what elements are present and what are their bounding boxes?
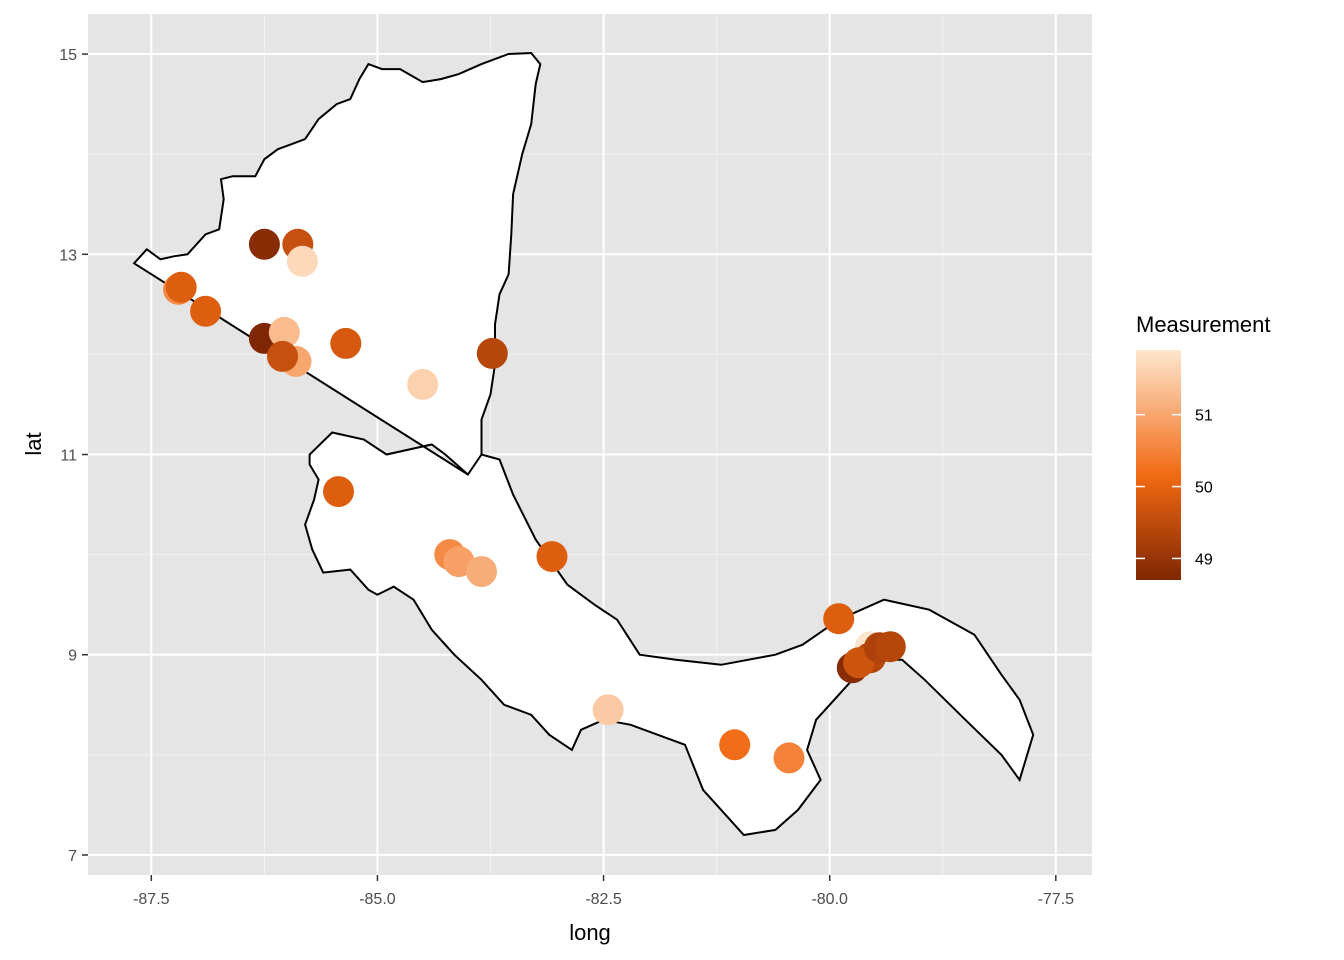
data-point [286,245,318,277]
legend-tick-label: 51 [1195,408,1213,425]
x-axis-title: long [569,920,611,945]
y-tick-label: 11 [60,448,77,465]
legend-ticks: 49 50 51 [1136,408,1213,568]
y-axis: 7 9 11 13 15 [59,47,88,865]
y-axis-title: lat [21,432,46,455]
data-point [248,228,280,260]
y-tick-label: 13 [59,247,77,264]
x-tick-label: -82.5 [585,891,622,908]
data-point [323,476,354,508]
x-tick-label: -87.5 [133,891,170,908]
y-tick-label: 9 [68,648,77,665]
data-point [719,729,751,761]
data-point [874,631,906,663]
x-tick-label: -77.5 [1038,891,1075,908]
data-point [267,340,298,372]
panel-background [88,14,1092,875]
data-point [165,271,197,303]
legend-tick-label: 50 [1195,480,1213,497]
grid-major [88,14,1092,875]
legend-title: Measurement [1136,312,1271,337]
legend-colorbar [1136,350,1181,580]
data-point [773,742,805,774]
data-points [163,228,906,774]
x-tick-label: -80.0 [811,891,848,908]
x-axis: -87.5 -85.0 -82.5 -80.0 -77.5 [133,875,1074,908]
y-tick-label: 15 [59,47,77,64]
data-point [466,556,497,588]
data-point [407,368,439,400]
data-point [476,337,508,369]
legend: Measurement 49 50 51 [1136,312,1271,580]
data-point [330,327,362,359]
data-point [592,694,624,726]
data-point [190,295,222,327]
y-tick-label: 7 [68,848,77,865]
data-point [823,603,855,635]
x-tick-label: -85.0 [359,891,396,908]
data-point [268,316,300,348]
data-point [536,541,568,573]
region-outline [132,51,1035,837]
legend-tick-label: 49 [1195,551,1213,568]
